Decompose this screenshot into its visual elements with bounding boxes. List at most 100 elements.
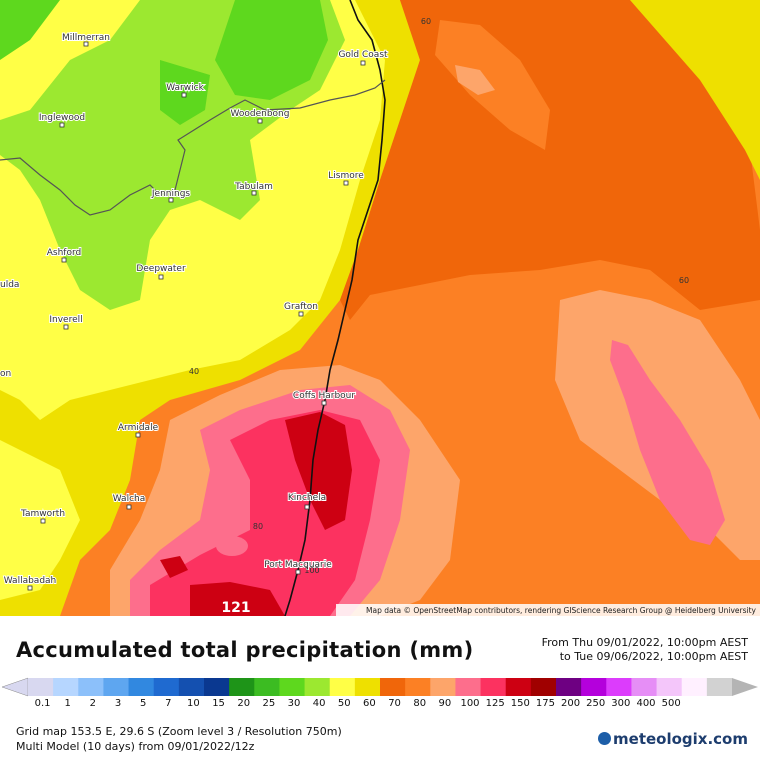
logo-text: meteologix.com [613, 730, 748, 748]
legend-tick-labels: 0.1 1 2 3 5 7 10 15 20 25 30 40 50 60 70 80 90 100 125 150 1… [0, 698, 760, 712]
place-label-walcha: Walcha [113, 494, 146, 504]
place-coffs-harbour[interactable]: Coffs Harbour [292, 390, 356, 406]
legend-color-cell [103, 678, 130, 696]
place-inverell[interactable]: Inverell [48, 314, 84, 330]
legend-tick-label: 200 [561, 698, 581, 709]
place-grafton[interactable]: Grafton [283, 301, 319, 317]
legend-tick-label: 1 [64, 698, 71, 709]
globe-icon [598, 732, 612, 745]
legend-color-cell [505, 678, 532, 696]
area-30-40mm-south [0, 440, 80, 600]
model-info: Multi Model (10 days) from 09/01/2022/12… [16, 740, 255, 753]
legend-color-cell [380, 678, 406, 696]
legend-color-cell [606, 678, 632, 696]
legend-tick-label: 150 [510, 698, 530, 709]
place-label-coffs-harbour: Coffs Harbour [293, 391, 355, 401]
legend-color-cell [656, 678, 683, 696]
legend-tick-label: 25 [262, 698, 276, 709]
area-80-90mm-spot [216, 536, 248, 556]
legend-tick-label: 125 [485, 698, 505, 709]
legend-tick-label: 20 [237, 698, 251, 709]
place-tabulam[interactable]: Tabulam [233, 181, 274, 196]
legend-color-cell [706, 678, 733, 696]
area-70-80mm-north [435, 20, 550, 150]
place-millmerran[interactable]: Millmerran [61, 32, 111, 47]
area-40-50mm-ne [630, 0, 760, 180]
legend-color-cell [480, 678, 507, 696]
map-footer: Accumulated total precipitation (mm) Fro… [0, 616, 760, 760]
legend-tick-label: 250 [586, 698, 606, 709]
legend-color-cell [405, 678, 431, 696]
place-label-inglewood: Inglewood [39, 113, 85, 123]
legend-color-cell [229, 678, 255, 696]
state-border [0, 79, 386, 216]
place-label-lismore: Lismore [328, 171, 364, 181]
legend-color-cell [556, 678, 582, 696]
map-metadata: Grid map 153.5 E, 29.6 S (Zoom level 3 /… [16, 724, 342, 754]
legend-tick-label: 300 [611, 698, 631, 709]
place-label-grafton: Grafton [284, 302, 318, 312]
meteologix-logo[interactable]: meteologix.com [598, 730, 748, 748]
legend-tick-label: 7 [165, 698, 172, 709]
legend-arrow-max [732, 678, 758, 696]
place-jennings[interactable]: Jennings [150, 188, 191, 203]
place-warwick[interactable]: Warwick [165, 82, 206, 98]
legend-color-cell [78, 678, 104, 696]
place-deepwater[interactable]: Deepwater [135, 263, 187, 280]
place-kinchela[interactable]: Kinchela [287, 492, 327, 510]
legend-tick-label: 50 [337, 698, 351, 709]
legend-tick-label: 10 [187, 698, 200, 709]
legend-tick-label: 40 [312, 698, 326, 709]
coastline [284, 0, 386, 616]
place-ashford[interactable]: Ashford [46, 247, 82, 263]
place-label-wallabadah: Wallabadah [4, 576, 57, 586]
legend-tick-label: 3 [114, 698, 122, 709]
legend-color-cell [28, 678, 54, 696]
place-lismore[interactable]: Lismore [327, 170, 365, 186]
place-label-warwick: Warwick [166, 83, 204, 93]
place-label-port-macquarie: Port Macquarie [264, 560, 332, 570]
area-20-25mm [215, 0, 328, 100]
legend-tick-label: 5 [139, 698, 147, 709]
place-label-woodenbong: Woodenbong [231, 109, 290, 119]
legend-arrow-min [1, 677, 29, 697]
legend-tick-label: 2 [89, 698, 97, 709]
place-armidale[interactable]: Armidale [117, 422, 160, 438]
legend-tick-label: 500 [661, 698, 681, 709]
place-inglewood[interactable]: Inglewood [38, 112, 86, 128]
period-to: to Tue 09/06/2022, 10:00pm AEST [559, 650, 748, 663]
place-label-partial-on: on [0, 369, 11, 379]
legend-color-cell [631, 678, 658, 696]
place-label-inverell: Inverell [49, 315, 82, 325]
place-label-deepwater: Deepwater [136, 264, 186, 274]
place-label-millmerran: Millmerran [62, 33, 110, 43]
place-label-jennings: Jennings [151, 189, 191, 199]
legend-tick-label: 90 [438, 698, 452, 709]
area-80-90mm-east [610, 340, 725, 545]
place-label-gold-coast: Gold Coast [338, 50, 388, 60]
legend-color-cell [430, 678, 456, 696]
legend-color-cell [354, 678, 381, 696]
place-label-ashford: Ashford [47, 248, 81, 258]
contour-label-80: 80 [253, 522, 263, 531]
contour-label-40: 40 [189, 367, 199, 376]
legend-color-cell [128, 678, 155, 696]
place-port-macquarie[interactable]: Port Macquarie [263, 559, 333, 575]
legend-tick-label: 0.1 [34, 698, 51, 709]
place-wallabadah[interactable]: Wallabadah [3, 575, 57, 591]
legend-tick-label: 15 [212, 698, 225, 709]
place-tamworth[interactable]: Tamworth [19, 508, 66, 524]
legend-tick-label: 400 [636, 698, 656, 709]
place-woodenbong[interactable]: Woodenbong [230, 108, 290, 124]
legend-color-cell [254, 678, 280, 696]
legend-tick-label: 100 [460, 698, 480, 709]
place-walcha[interactable]: Walcha [112, 493, 146, 510]
place-gold-coast[interactable]: Gold Coast [337, 49, 389, 66]
legend-color-cell [681, 678, 708, 696]
legend-tick-label: 175 [535, 698, 555, 709]
precipitation-map[interactable]: Millmerran Gold Coast Warwick Inglewood … [0, 0, 760, 616]
legend-color-cell [279, 678, 306, 696]
contour-label-100: 100 [304, 566, 319, 575]
legend-tick-label: 60 [363, 698, 376, 709]
legend-color-cell [53, 678, 79, 696]
